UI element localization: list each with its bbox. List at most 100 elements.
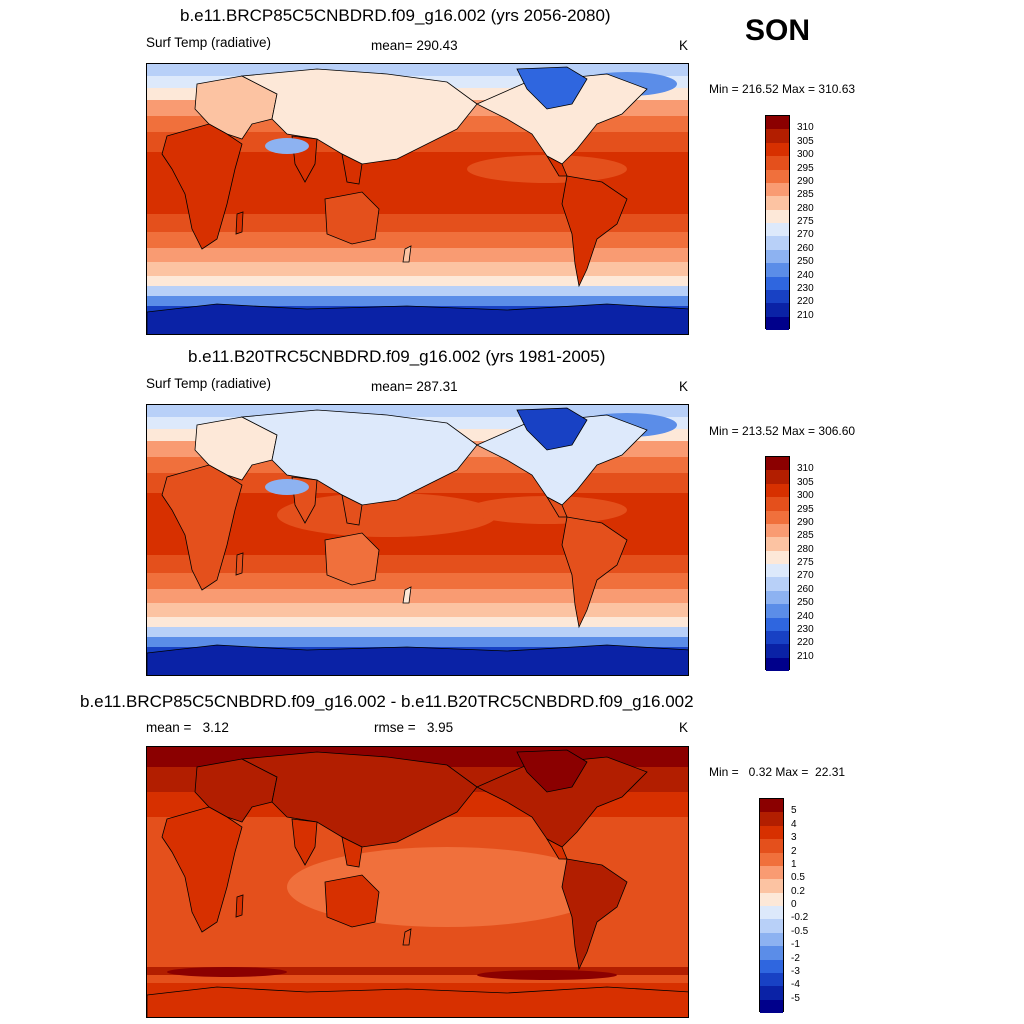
panel1-colorbar — [765, 115, 790, 330]
colorbar-swatch — [766, 604, 789, 618]
colorbar-tick-label: 305 — [797, 476, 814, 488]
colorbar-swatch — [760, 839, 783, 853]
colorbar-swatch — [766, 142, 789, 157]
colorbar-swatch — [766, 182, 789, 197]
colorbar-swatch — [766, 497, 789, 511]
colorbar-tick-label: 220 — [797, 296, 814, 308]
colorbar-swatch — [766, 617, 789, 631]
colorbar-swatch — [760, 892, 783, 906]
colorbar-tick-label: -2 — [791, 952, 800, 964]
colorbar-tick-label: -5 — [791, 992, 800, 1004]
colorbar-tick-label: 260 — [797, 583, 814, 595]
colorbar-swatch — [760, 852, 783, 866]
colorbar-swatch — [760, 865, 783, 880]
colorbar-tick-label: 260 — [797, 242, 814, 254]
colorbar-tick-label: 240 — [797, 269, 814, 281]
colorbar-swatch — [760, 812, 783, 826]
panel3-units-label: K — [679, 720, 689, 735]
colorbar-tick-label: 295 — [797, 162, 814, 174]
colorbar-tick-label: -3 — [791, 965, 800, 977]
colorbar-tick-label: 290 — [797, 175, 814, 187]
colorbar-tick-label: 0.2 — [791, 885, 805, 897]
colorbar-swatch — [760, 959, 783, 973]
colorbar-tick-label: 5 — [791, 805, 797, 817]
colorbar-swatch — [766, 223, 789, 237]
colorbar-swatch — [760, 999, 783, 1013]
colorbar-tick-label: 290 — [797, 516, 814, 528]
colorbar-tick-label: 1 — [791, 858, 797, 870]
colorbar-swatch — [766, 209, 789, 223]
panel3-map — [146, 746, 689, 1018]
colorbar-swatch — [766, 236, 789, 250]
panel1-minmax-label: Min = 216.52 Max = 310.63 — [709, 82, 856, 96]
colorbar-tick-label: 280 — [797, 202, 814, 214]
colorbar-tick-label: 310 — [797, 122, 814, 134]
colorbar-tick-label: 300 — [797, 149, 814, 161]
panel1-map — [146, 63, 689, 335]
colorbar-swatch — [766, 564, 789, 578]
colorbar-swatch — [766, 510, 789, 524]
panel1-mean-label: mean= 290.43 — [371, 38, 458, 53]
colorbar-tick-label: 210 — [797, 650, 814, 662]
colorbar-tick-label: -0.2 — [791, 912, 809, 924]
colorbar-tick-label: -1 — [791, 939, 800, 951]
colorbar-tick-label: 275 — [797, 557, 814, 568]
colorbar-tick-label: 230 — [797, 282, 814, 294]
colorbar-swatch — [766, 590, 789, 605]
colorbar-swatch — [766, 249, 789, 264]
colorbar-swatch — [760, 932, 783, 947]
colorbar-swatch — [760, 986, 783, 1000]
colorbar-swatch — [766, 289, 789, 304]
colorbar-swatch — [766, 116, 789, 130]
panel3-minmax-label: Min = 0.32 Max = 22.31 — [709, 765, 846, 779]
colorbar-swatch — [766, 523, 789, 538]
panel1-variable-label: Surf Temp (radiative) — [146, 35, 272, 50]
colorbar-swatch — [760, 906, 783, 920]
panel3-title: b.e11.BRCP85C5CNBDRD.f09_g16.002 - b.e11… — [80, 692, 694, 711]
panel2-units-label: K — [679, 379, 689, 394]
colorbar-tick-label: 300 — [797, 490, 814, 502]
colorbar-tick-label: 275 — [797, 216, 814, 227]
panel2-title: b.e11.B20TRC5CNBDRD.f09_g16.002 (yrs 198… — [188, 347, 606, 366]
colorbar-tick-label: 210 — [797, 309, 814, 321]
colorbar-swatch — [766, 263, 789, 277]
colorbar-tick-label: 0.5 — [791, 872, 805, 884]
colorbar-tick-label: 310 — [797, 463, 814, 475]
panel2-colorbar — [765, 456, 790, 671]
colorbar-swatch — [766, 303, 789, 317]
colorbar-tick-label: 230 — [797, 623, 814, 635]
colorbar-tick-label: -0.5 — [791, 925, 809, 937]
colorbar-tick-label: 280 — [797, 543, 814, 555]
colorbar-swatch — [766, 657, 789, 671]
colorbar-swatch — [766, 169, 789, 183]
panel3-rmse-label: rmse = 3.95 — [374, 720, 454, 735]
colorbar-tick-label: 240 — [797, 610, 814, 622]
colorbar-swatch — [766, 276, 789, 290]
colorbar-swatch — [760, 946, 783, 960]
colorbar-swatch — [760, 879, 783, 893]
panel2-variable-label: Surf Temp (radiative) — [146, 376, 272, 391]
colorbar-swatch — [766, 129, 789, 143]
colorbar-tick-label: 220 — [797, 637, 814, 649]
colorbar-tick-label: 270 — [797, 229, 814, 241]
colorbar-swatch — [766, 550, 789, 564]
colorbar-swatch — [760, 972, 783, 987]
colorbar-swatch — [766, 156, 789, 170]
colorbar-tick-label: 270 — [797, 570, 814, 582]
colorbar-tick-label: 285 — [797, 530, 814, 542]
colorbar-swatch — [766, 630, 789, 645]
colorbar-swatch — [760, 825, 783, 840]
colorbar-tick-label: 4 — [791, 818, 797, 830]
colorbar-tick-label: -4 — [791, 979, 800, 991]
colorbar-tick-label: 0 — [791, 899, 797, 910]
panel3-colorbar — [759, 798, 784, 1013]
panel2-map — [146, 404, 689, 676]
colorbar-swatch — [766, 457, 789, 471]
colorbar-swatch — [766, 577, 789, 591]
colorbar-swatch — [766, 470, 789, 484]
colorbar-swatch — [766, 537, 789, 551]
colorbar-swatch — [766, 644, 789, 658]
colorbar-swatch — [760, 799, 783, 813]
colorbar-tick-label: 3 — [791, 832, 797, 844]
panel2-minmax-label: Min = 213.52 Max = 306.60 — [709, 424, 856, 438]
